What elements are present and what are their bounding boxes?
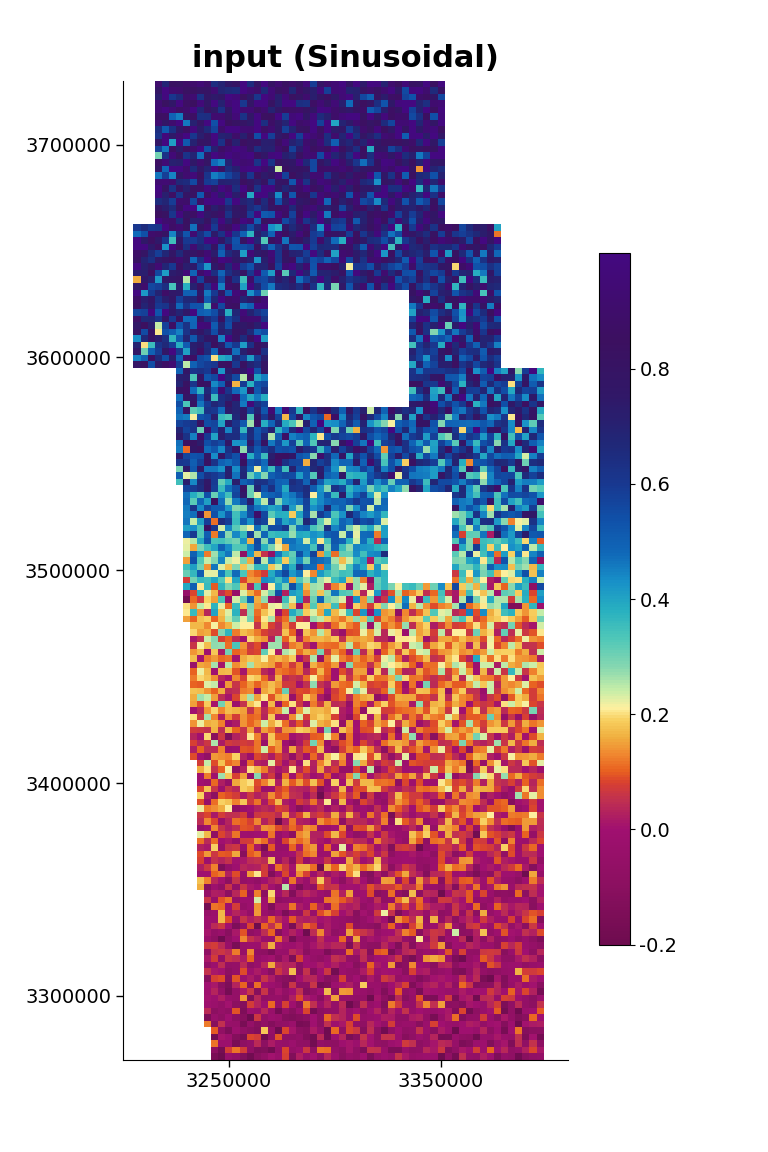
Title: input (Sinusoidal): input (Sinusoidal) bbox=[192, 44, 499, 73]
